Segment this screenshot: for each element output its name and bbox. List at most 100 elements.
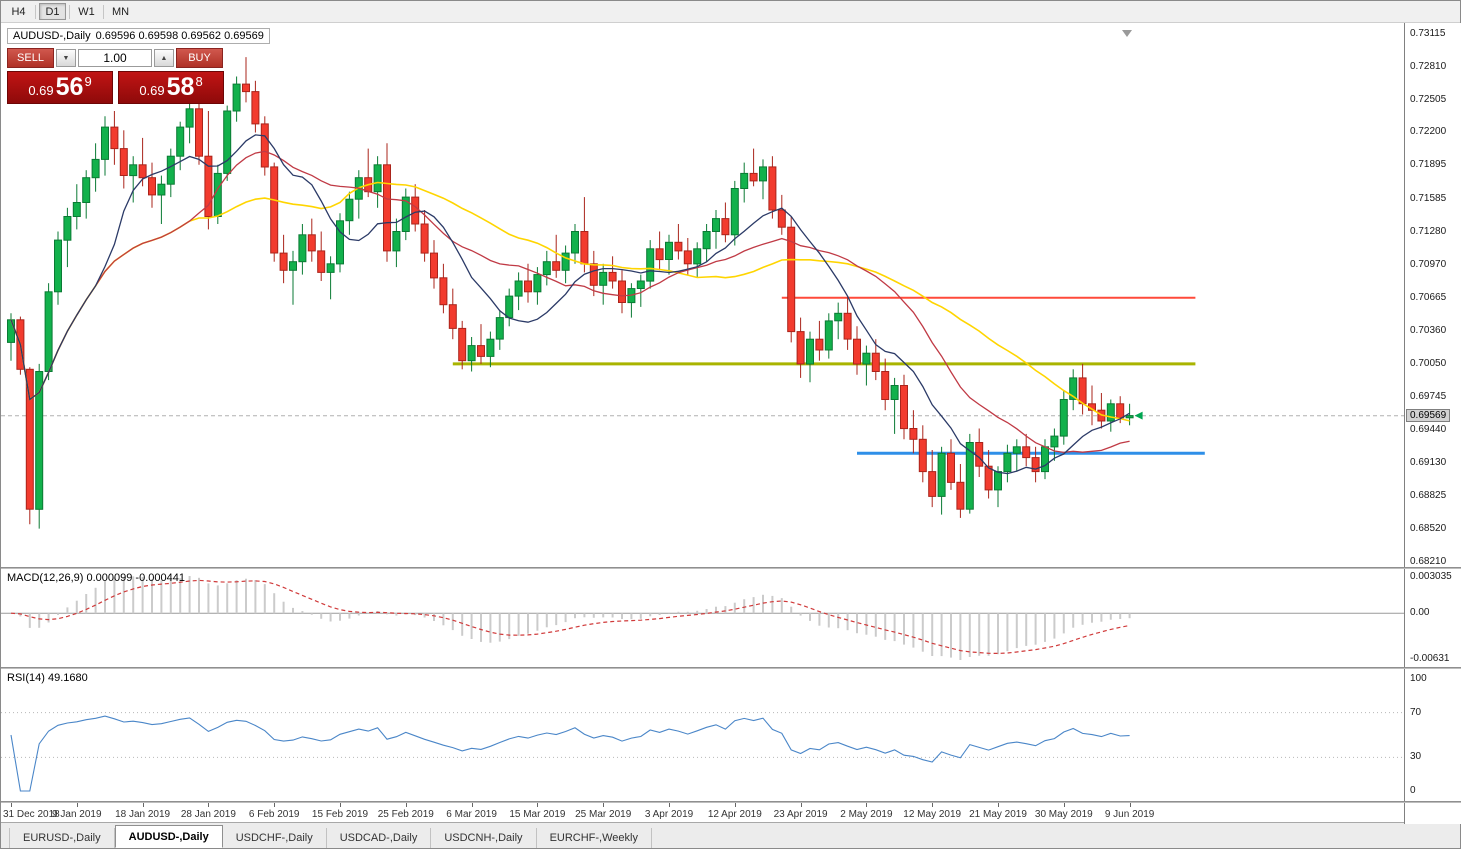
price-axis-label: 0.69130 [1410, 456, 1447, 468]
date-tick [537, 803, 539, 807]
timeframe-button-w1[interactable]: W1 [78, 5, 95, 18]
tab-eurchf-weekly[interactable]: EURCHF-,Weekly [536, 828, 652, 848]
date-axis-label: 15 Mar 2019 [509, 809, 566, 820]
date-tick [340, 803, 341, 807]
panel-splitter[interactable] [1, 801, 1461, 803]
timeframe-button-mn[interactable]: MN [112, 5, 130, 18]
price-axis-label: 0.69440 [1410, 423, 1447, 435]
price-axis-label: 0.71895 [1410, 159, 1447, 171]
macd-indicator-label: MACD(12,26,9) 0.000099 -0.000441 [7, 572, 185, 584]
rsi-line [10, 715, 1130, 792]
date-axis-label: 18 Jan 2019 [115, 809, 171, 820]
rsi-axis-label: 30 [1410, 751, 1422, 763]
tab-audusd-daily[interactable]: AUDUSD-,Daily [114, 825, 223, 848]
price-axis-label: 0.71280 [1410, 225, 1447, 237]
volume-increment-button[interactable]: ▲ [154, 49, 174, 67]
date-axis-label: 9 Jan 2019 [52, 809, 102, 820]
price-axis-label: 0.72810 [1410, 60, 1447, 72]
rsi-axis-label: 0 [1410, 785, 1416, 796]
moving-average-line [10, 181, 1130, 422]
date-axis-label: 3 Apr 2019 [644, 809, 694, 820]
date-axis-label: 21 May 2019 [969, 809, 1027, 820]
date-tick [11, 803, 12, 807]
price-axis-label: 0.71585 [1410, 192, 1447, 204]
price-axis-label: 0.68825 [1410, 489, 1447, 501]
date-tick [405, 803, 407, 807]
date-tick [1063, 803, 1065, 807]
price-axis-label: 0.68210 [1410, 556, 1447, 567]
date-tick [142, 803, 144, 807]
price-axis-label: 0.72200 [1410, 126, 1447, 138]
tab-eurusd-daily[interactable]: EURUSD-,Daily [9, 828, 115, 848]
chart-workspace: AUDUSD-,Daily 0.69596 0.69598 0.69562 0.6… [1, 23, 1461, 824]
sell-price-display[interactable]: 0.69 56 9 [7, 71, 113, 104]
rsi-axis-label: 100 [1410, 673, 1427, 684]
current-price-marker [1134, 411, 1143, 420]
sell-button[interactable]: SELL [7, 48, 54, 68]
macd-axis-label: 0.003035 [1410, 571, 1452, 582]
sell-price-big: 56 [55, 73, 84, 101]
rsi-chart-surface[interactable] [1, 669, 1404, 801]
chevron-up-icon: ▲ [160, 54, 168, 62]
date-tick [932, 803, 934, 807]
price-axis-label: 0.72505 [1410, 93, 1447, 105]
moving-average-line [10, 150, 1130, 454]
date-axis-label: 6 Mar 2019 [446, 809, 497, 820]
chart-tab-bar: EURUSD-,Daily AUDUSD-,Daily USDCHF-,Daily U… [1, 822, 1460, 848]
sell-price-pip: 9 [84, 74, 92, 89]
macd-panel: MACD(12,26,9) 0.000099 -0.000441 [1, 569, 1404, 667]
panel-splitter[interactable] [1, 667, 1461, 669]
price-axis-label: 0.70360 [1410, 324, 1447, 336]
date-axis-label: 2 May 2019 [840, 809, 893, 820]
macd-axis-label: -0.00631 [1410, 653, 1450, 664]
buy-button[interactable]: BUY [176, 48, 223, 68]
date-tick [1129, 803, 1131, 807]
date-axis-label: 23 Apr 2019 [773, 809, 828, 820]
chart-shift-marker[interactable] [1122, 30, 1132, 37]
date-tick [471, 803, 473, 807]
macd-histogram [19, 576, 1131, 660]
macd-chart-surface[interactable] [1, 569, 1404, 667]
toolbar-separator [35, 4, 36, 19]
date-axis-label: 12 Apr 2019 [707, 809, 762, 820]
tab-usdchf-daily[interactable]: USDCHF-,Daily [222, 828, 327, 848]
price-axis-label: 0.70665 [1410, 291, 1447, 303]
main-chart-panel: AUDUSD-,Daily 0.69596 0.69598 0.69562 0.6… [1, 23, 1404, 567]
main-chart-surface[interactable] [1, 23, 1404, 567]
buy-price-pip: 8 [195, 74, 203, 89]
date-axis-label: 9 Jun 2019 [1104, 809, 1155, 820]
price-axis-label: 0.70970 [1410, 258, 1447, 270]
buy-price-display[interactable]: 0.69 58 8 [118, 71, 224, 104]
rsi-axis-label: 70 [1410, 706, 1422, 718]
date-axis-label: 15 Feb 2019 [311, 809, 369, 820]
panel-splitter[interactable] [1, 567, 1461, 569]
price-axis[interactable]: 0.73115 0.72810 0.72505 0.72200 0.71895 0.715… [1404, 23, 1461, 824]
chevron-down-icon: ▼ [62, 54, 70, 62]
date-tick [866, 803, 868, 807]
candles [7, 57, 1134, 529]
tab-usdcad-daily[interactable]: USDCAD-,Daily [326, 828, 432, 848]
date-axis[interactable]: 31 Dec 2018 9 Jan 2019 18 Jan 2019 28 Jan 2… [1, 803, 1404, 824]
date-axis-label: 25 Mar 2019 [575, 809, 632, 820]
timeframe-toolbar: H4 D1 W1 MN [1, 1, 1460, 23]
toolbar-separator [69, 4, 70, 19]
volume-input[interactable] [78, 49, 152, 67]
price-axis-label: 0.69745 [1410, 390, 1447, 402]
chart-ohlc-values: 0.69596 0.69598 0.69562 0.69569 [95, 30, 264, 42]
macd-signal-line [10, 579, 1130, 655]
rsi-indicator-label: RSI(14) 49.1680 [7, 672, 88, 684]
timeframe-button-d1[interactable]: D1 [39, 3, 66, 20]
price-axis-label: 0.73115 [1410, 28, 1446, 39]
current-price-tag: 0.69569 [1406, 408, 1451, 422]
chart-symbol-label: AUDUSD-,Daily [13, 30, 91, 42]
date-tick [800, 803, 802, 807]
timeframe-button-h4[interactable]: H4 [11, 5, 26, 18]
buy-price-big: 58 [166, 73, 195, 101]
date-axis-label: 6 Feb 2019 [248, 809, 300, 820]
date-tick [734, 803, 736, 807]
tab-usdcnh-daily[interactable]: USDCNH-,Daily [431, 828, 537, 848]
buy-price-prefix: 0.69 [139, 82, 165, 98]
moving-average-line [10, 134, 1130, 475]
volume-decrement-button[interactable]: ▼ [56, 49, 76, 67]
